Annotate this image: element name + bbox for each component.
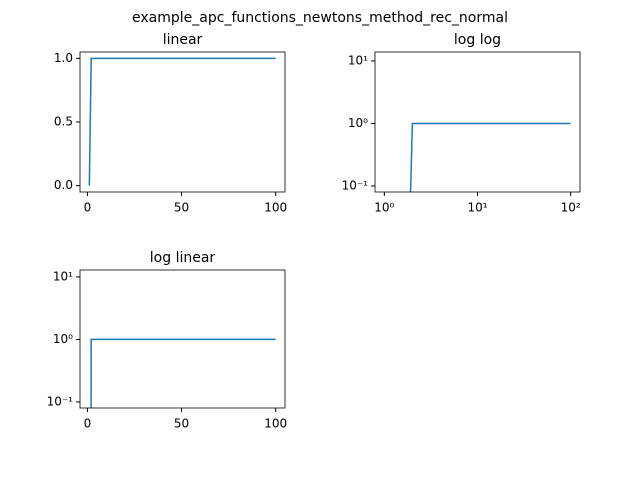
plot-area [409, 122, 571, 192]
x-tick-label: 50 [174, 417, 189, 431]
x-tick-label: 100 [264, 417, 287, 431]
data-line [88, 57, 276, 186]
x-tick-label: 50 [174, 201, 189, 215]
y-tick-label: 0.0 [54, 178, 73, 192]
data-line [90, 338, 276, 408]
x-tick-label: 0 [84, 417, 92, 431]
plot-area [90, 338, 276, 408]
y-tick-label: 1.0 [54, 51, 73, 65]
y-tick-label: 10⁰ [348, 116, 368, 130]
y-tick-label: 0.5 [54, 115, 73, 129]
axes-frame [79, 269, 286, 409]
y-tick-label: 10⁻¹ [342, 178, 369, 192]
axes-title: log log [454, 32, 501, 48]
figure-title: example_apc_functions_newtons_method_rec… [132, 10, 508, 26]
x-tick-label: 0 [84, 201, 92, 215]
axes-frame [79, 51, 286, 193]
plot-area [88, 57, 276, 186]
y-tick-label: 10¹ [53, 269, 73, 283]
x-tick-label: 100 [264, 201, 287, 215]
data-line [409, 122, 571, 192]
axes-title: log linear [150, 250, 216, 266]
y-tick-label: 10¹ [348, 53, 368, 67]
axes-title: linear [163, 32, 203, 48]
y-tick-label: 10⁰ [53, 332, 73, 346]
x-tick-label: 10⁰ [374, 201, 394, 215]
x-tick-label: 10¹ [467, 201, 487, 215]
y-tick-label: 10⁻¹ [47, 394, 74, 408]
x-tick-label: 10² [561, 201, 581, 215]
axes-frame [374, 51, 581, 193]
